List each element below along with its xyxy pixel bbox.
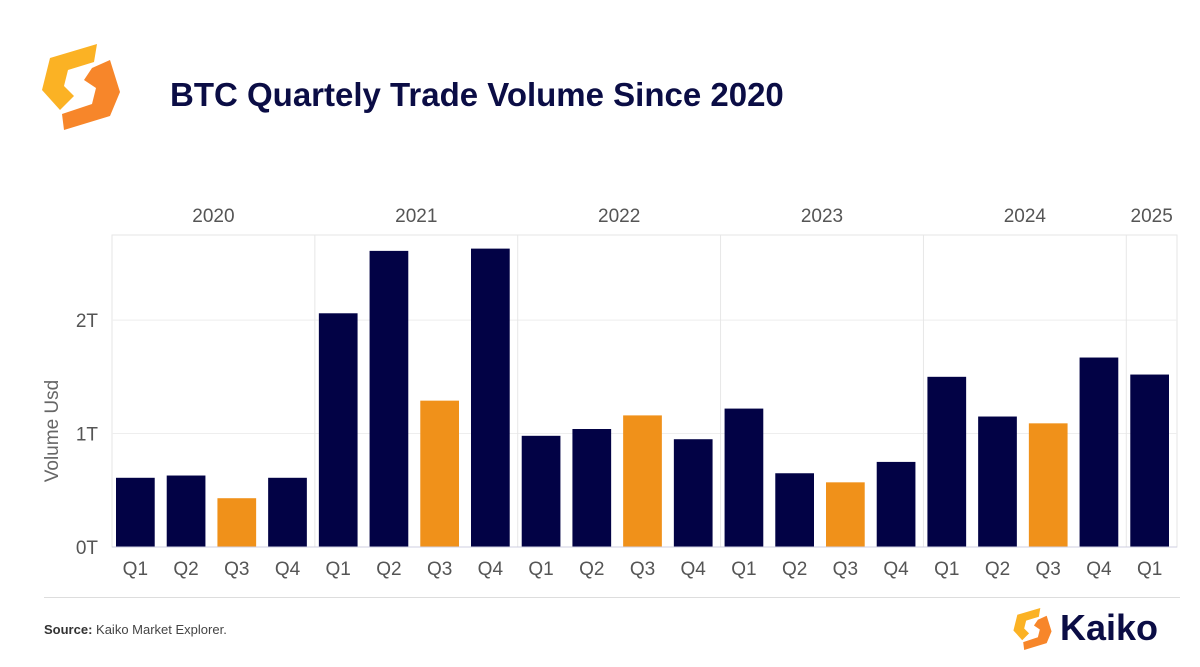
x-tick-label: Q2: [173, 559, 198, 580]
year-label: 2022: [598, 206, 640, 227]
x-tick-label: Q4: [478, 559, 504, 580]
x-tick-label: Q3: [833, 559, 858, 580]
x-tick-label: Q3: [224, 559, 249, 580]
page-title: BTC Quartely Trade Volume Since 2020: [170, 76, 784, 113]
x-tick-label: Q1: [934, 559, 959, 580]
bar: [369, 250, 409, 547]
bar: [1130, 374, 1169, 547]
bar: [217, 498, 257, 547]
y-tick-label: 1T: [76, 425, 99, 446]
bar: [876, 461, 916, 547]
bar: [521, 435, 561, 547]
kaiko-logo-icon: [42, 44, 120, 130]
x-tick-label: Q2: [782, 559, 807, 580]
x-tick-label: Q1: [123, 559, 148, 580]
year-label: 2024: [1004, 206, 1047, 227]
bar: [623, 415, 662, 547]
source-text: Kaiko Market Explorer.: [96, 622, 227, 637]
x-tick-label: Q3: [630, 559, 655, 580]
bar: [826, 482, 865, 547]
bar: [1079, 357, 1119, 547]
year-label: 2021: [395, 206, 437, 227]
source-note: Source: Kaiko Market Explorer.: [44, 622, 227, 637]
brand-logo: Kaiko: [1012, 606, 1158, 650]
y-tick-label: 2T: [76, 311, 99, 332]
bar: [116, 477, 155, 547]
x-tick-label: Q4: [883, 559, 909, 580]
bar: [318, 313, 358, 547]
bar: [927, 376, 967, 547]
x-tick-label: Q4: [1086, 559, 1112, 580]
year-label: 2023: [801, 206, 843, 227]
bar-chart: 0T 1T 2T Volume Usd 2020 2021 2022 2023 2024 2025…: [42, 206, 1178, 580]
source-label: Source:: [44, 622, 93, 637]
y-tick-label: 0T: [76, 538, 99, 559]
x-tick-label: Q3: [427, 559, 452, 580]
x-tick-label: Q4: [275, 559, 301, 580]
bar: [978, 416, 1017, 547]
bar: [673, 439, 713, 547]
y-axis-label: Volume Usd: [42, 380, 63, 482]
bar: [420, 400, 459, 547]
x-tick-label: Q1: [326, 559, 351, 580]
bar: [1028, 423, 1068, 547]
x-tick-label: Q1: [731, 559, 756, 580]
brand-name: Kaiko: [1060, 607, 1159, 648]
bar: [724, 408, 764, 547]
x-tick-label: Q4: [681, 559, 707, 580]
year-label: 2025: [1131, 206, 1173, 227]
kaiko-logo-icon: [1013, 607, 1052, 650]
bar: [471, 248, 510, 547]
x-tick-label: Q1: [1137, 559, 1162, 580]
bar: [268, 477, 307, 547]
x-tick-label: Q3: [1036, 559, 1061, 580]
year-label: 2020: [192, 206, 234, 227]
x-tick-label: Q2: [985, 559, 1010, 580]
x-tick-label: Q2: [376, 559, 401, 580]
divider: [44, 597, 1180, 598]
x-tick-label: Q1: [528, 559, 553, 580]
x-tick-label: Q2: [579, 559, 604, 580]
bar: [166, 475, 206, 547]
bar: [775, 473, 814, 547]
bar: [572, 429, 612, 547]
